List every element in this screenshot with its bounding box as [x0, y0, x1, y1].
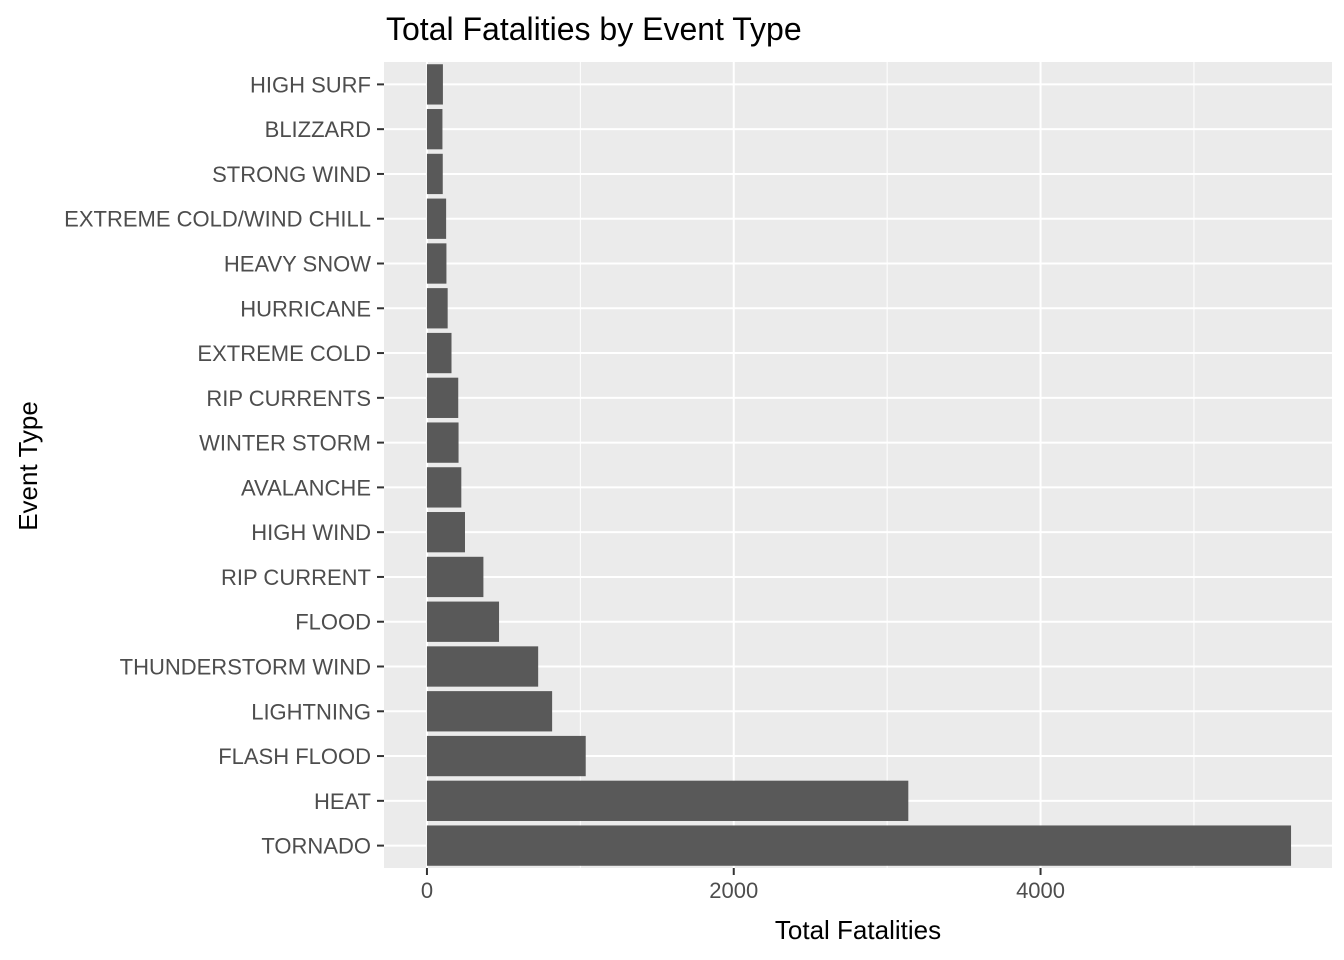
y-tick-label: BLIZZARD — [265, 117, 371, 142]
bar-high-surf — [426, 64, 443, 105]
y-tick-label: AVALANCHE — [241, 475, 371, 500]
y-tick-label: FLOOD — [295, 610, 371, 635]
bar-blizzard — [426, 109, 443, 150]
bar-extreme-cold — [426, 332, 452, 374]
bar-avalanche — [426, 467, 462, 508]
axes: HIGH SURF BLIZZARD STRONG WIND EXTREME COLD… — [64, 72, 1065, 903]
y-axis-title: Event Type — [13, 401, 43, 531]
bar-lightning — [426, 691, 553, 732]
bar-high-wind — [426, 512, 465, 553]
y-tick-label: HIGH SURF — [250, 72, 371, 97]
y-tick-label: HURRICANE — [240, 296, 371, 321]
y-tick-label: THUNDERSTORM WIND — [120, 655, 371, 680]
bar-rip-current — [426, 556, 484, 598]
x-axis-title: Total Fatalities — [775, 915, 941, 945]
plot-panel — [384, 62, 1332, 868]
bars — [426, 64, 1292, 866]
y-tick-label: EXTREME COLD — [197, 341, 371, 366]
bar-thunderstorm-wind — [426, 646, 539, 687]
x-tick-label: 0 — [421, 878, 433, 903]
y-tick-label: HIGH WIND — [251, 520, 371, 545]
bar-flash-flood — [426, 735, 586, 777]
y-tick-label: WINTER STORM — [199, 431, 371, 456]
y-tick-label: LIGHTNING — [251, 699, 371, 724]
x-tick-label: 2000 — [709, 878, 758, 903]
bar-rip-currents — [426, 377, 459, 418]
x-tick-label: 4000 — [1016, 878, 1065, 903]
grid-lines — [384, 62, 1332, 868]
y-tick-label: HEAT — [314, 789, 371, 814]
y-tick-label: STRONG WIND — [212, 162, 371, 187]
y-tick-label: RIP CURRENTS — [206, 386, 371, 411]
bar-winter-storm — [426, 422, 459, 463]
bar-hurricane — [426, 288, 448, 329]
bar-strong-wind — [426, 153, 443, 195]
y-tick-label: RIP CURRENT — [221, 565, 371, 590]
y-tick-label: TORNADO — [261, 834, 371, 859]
chart-title: Total Fatalities by Event Type — [386, 11, 802, 47]
bar-extreme-cold-wind-chill — [426, 198, 447, 239]
y-tick-label: FLASH FLOOD — [218, 744, 371, 769]
bar-heat — [426, 780, 909, 821]
y-tick-label: EXTREME COLD/WIND CHILL — [64, 207, 371, 232]
bar-flood — [426, 601, 500, 642]
y-tick-label: HEAVY SNOW — [224, 252, 371, 277]
bar-tornado — [426, 825, 1292, 866]
bar-heavy-snow — [426, 243, 447, 284]
